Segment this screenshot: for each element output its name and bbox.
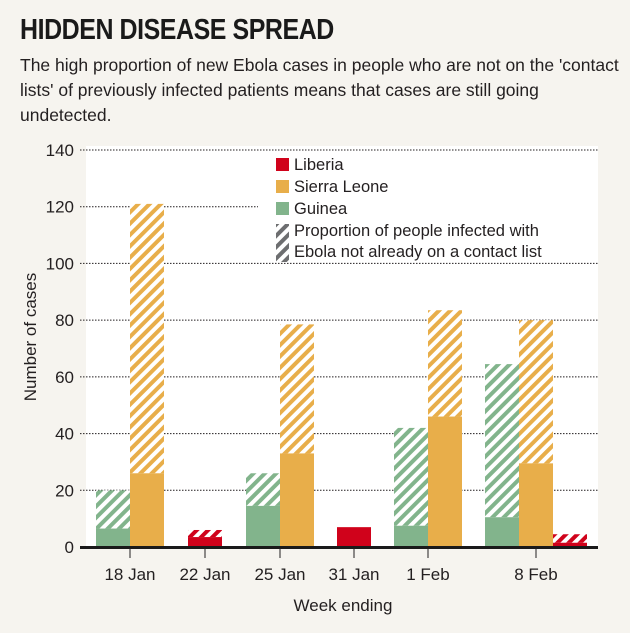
y-tick-label: 100 [46,254,74,273]
bar-guinea [394,427,428,547]
legend: Liberia Sierra Leone Guinea Proportion of p… [258,151,598,262]
bar-liberia [337,527,371,547]
bar-hatched-segment [280,324,314,454]
legend-label: Proportion of people infected with [294,222,539,240]
bar-hatched-segment [394,427,428,526]
bar-hatched-segment [246,473,280,506]
x-tick-label: 22 Jan [179,565,230,584]
legend-label: Liberia [294,156,344,174]
bar-liberia [553,534,587,547]
bar-hatched-segment [553,534,587,543]
bar-solid-segment [485,517,519,547]
y-tick-label: 20 [55,481,74,500]
bar-hatched-segment [519,320,553,464]
y-axis-ticks: 0 20 40 60 80 100 120 140 [46,141,74,557]
bar-hatched-segment [428,310,462,417]
bar-hatched-segment [96,490,130,529]
bar-liberia [188,529,222,547]
y-tick-label: 80 [55,311,74,330]
legend-swatch-hatched [276,224,289,262]
y-tick-label: 140 [46,141,74,160]
y-tick-label: 0 [65,538,74,557]
legend-label: Guinea [294,200,348,218]
bar-solid-segment [519,463,553,547]
bar-sierra-leone [519,320,553,547]
y-tick-label: 40 [55,425,74,444]
x-axis-title: Week ending [294,596,393,615]
x-tick-label: 18 Jan [104,565,155,584]
bar-solid-segment [280,453,314,547]
chart-title: HIDDEN DISEASE SPREAD [20,14,334,46]
x-tick-label: 31 Jan [328,565,379,584]
bar-hatched-segment [130,203,164,474]
bar-solid-segment [394,525,428,547]
bar-solid-segment [337,527,371,547]
x-tick-label: 25 Jan [254,565,305,584]
bar-guinea [485,364,519,547]
bar-sierra-leone [280,324,314,547]
chart-subtitle: The high proportion of new Ebola cases i… [20,55,619,125]
y-axis-title: Number of cases [21,273,40,402]
bar-solid-segment [428,416,462,547]
x-axis-ticks: 18 Jan 22 Jan 25 Jan 31 Jan 1 Feb 8 Feb [104,548,558,584]
legend-label: Ebola not already on a contact list [294,243,542,261]
x-tick-label: 1 Feb [406,565,449,584]
bar-sierra-leone [428,310,462,547]
bar-solid-segment [96,528,130,547]
y-tick-label: 60 [55,368,74,387]
bar-solid-segment [130,473,164,547]
legend-swatch-guinea [276,202,289,215]
bar-solid-segment [553,542,587,547]
bar-guinea [96,490,130,547]
legend-background [258,151,598,261]
bar-hatched-segment [188,529,222,538]
bar-hatched-segment [485,364,519,518]
x-tick-label: 8 Feb [514,565,557,584]
legend-swatch-liberia [276,158,289,171]
bar-guinea [246,473,280,547]
legend-label: Sierra Leone [294,178,388,196]
bar-solid-segment [246,505,280,547]
legend-swatch-sierra-leone [276,180,289,193]
bar-sierra-leone [130,203,164,547]
bar-solid-segment [188,537,222,547]
y-tick-label: 120 [46,198,74,217]
bars [96,203,587,547]
